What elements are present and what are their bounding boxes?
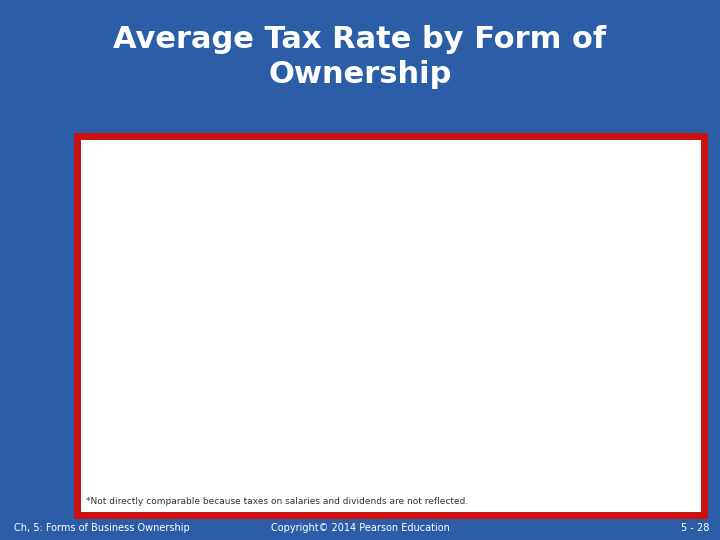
Bar xyxy=(209,316,639,339)
Text: 5 - 28: 5 - 28 xyxy=(681,523,709,533)
Text: 26.9%: 26.9% xyxy=(642,319,677,329)
Text: 23.6%: 23.6% xyxy=(589,265,624,275)
Text: Average Tax Rate by Form of
Ownership: Average Tax Rate by Form of Ownership xyxy=(114,25,606,89)
Text: *Not directly comparable because taxes on salaries and dividends are not reflect: *Not directly comparable because taxes o… xyxy=(86,497,469,506)
Bar xyxy=(209,259,582,281)
Bar xyxy=(209,421,523,443)
Bar xyxy=(209,424,527,447)
Bar xyxy=(209,262,588,285)
Bar xyxy=(209,367,486,389)
Bar xyxy=(209,205,420,227)
Text: 13.3%: 13.3% xyxy=(426,211,461,221)
Text: 19.8%: 19.8% xyxy=(528,427,564,437)
Bar xyxy=(209,313,635,335)
Bar xyxy=(209,208,424,231)
Bar xyxy=(209,370,491,393)
Title: Average Tax Rate by Form of Ownership: Average Tax Rate by Form of Ownership xyxy=(313,165,580,178)
Text: Ch, 5: Forms of Business Ownership: Ch, 5: Forms of Business Ownership xyxy=(14,523,190,533)
Text: 17.5%: 17.5% xyxy=(492,373,528,383)
Text: Copyright© 2014 Pearson Education: Copyright© 2014 Pearson Education xyxy=(271,523,449,533)
